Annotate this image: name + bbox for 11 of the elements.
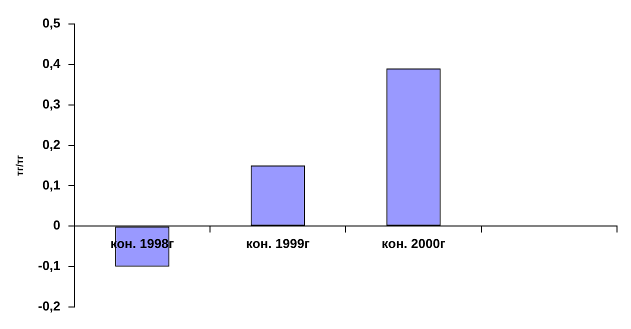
y-tick-label: -0,2: [38, 298, 60, 314]
y-tick-label: -0,1: [38, 258, 60, 274]
y-tick-label: 0,5: [42, 16, 60, 31]
y-tick-label: 0,3: [42, 96, 60, 112]
x-tick-label: кон. 1999г: [246, 236, 310, 252]
y-tick-label: 0: [53, 218, 60, 233]
y-tick-label: 0,4: [42, 56, 62, 72]
y-axis-title: тг/тг: [14, 155, 26, 176]
y-tick-label: 0,1: [42, 177, 60, 192]
y-tick-label: 0,2: [42, 136, 60, 152]
x-tick-label: кон. 2000г: [382, 236, 446, 252]
